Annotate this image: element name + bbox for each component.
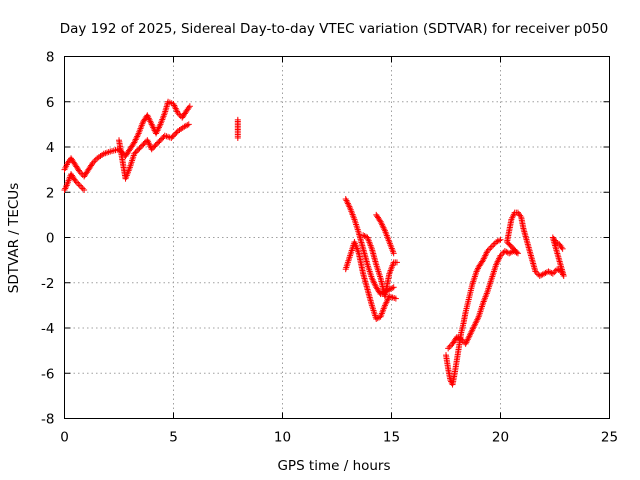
y-tick-label: -8 bbox=[41, 412, 54, 428]
x-axis-label: GPS time / hours bbox=[277, 458, 390, 474]
data-point bbox=[79, 185, 86, 192]
data-point bbox=[559, 245, 566, 252]
data-point bbox=[139, 142, 146, 149]
data-point bbox=[393, 259, 400, 266]
data-point bbox=[76, 182, 83, 189]
data-point bbox=[133, 148, 140, 155]
data-point bbox=[389, 285, 396, 292]
data-point bbox=[169, 133, 176, 140]
y-axis-label: SDTVAR / TECUs bbox=[6, 183, 22, 293]
data-point bbox=[184, 122, 191, 129]
data-point bbox=[159, 135, 166, 142]
data-point bbox=[532, 268, 539, 275]
y-tick-label: 2 bbox=[46, 185, 55, 201]
x-tick-label: 5 bbox=[169, 430, 178, 446]
data-point bbox=[548, 269, 555, 276]
data-point bbox=[490, 242, 497, 249]
data-point bbox=[137, 144, 144, 150]
data-point bbox=[170, 132, 177, 139]
data-point bbox=[148, 146, 155, 153]
x-axis-ticks: 0 5 10 15 20 25 bbox=[60, 56, 618, 446]
data-point bbox=[505, 240, 512, 247]
data-point bbox=[497, 236, 504, 243]
data-point bbox=[168, 134, 175, 141]
data-point bbox=[81, 186, 88, 193]
data-point bbox=[153, 140, 160, 147]
data-point bbox=[487, 245, 494, 252]
y-tick-label: -2 bbox=[41, 276, 54, 292]
y-tick-label: 0 bbox=[46, 231, 55, 247]
x-tick-label: 25 bbox=[601, 430, 618, 446]
data-point bbox=[131, 150, 138, 157]
y-tick-label: 6 bbox=[46, 95, 55, 111]
data-point bbox=[488, 243, 495, 250]
data-point bbox=[446, 343, 453, 350]
data-point bbox=[140, 141, 147, 148]
data-point bbox=[392, 295, 399, 302]
data-point bbox=[172, 130, 179, 137]
y-tick-label: -6 bbox=[41, 366, 54, 382]
data-point bbox=[185, 121, 192, 128]
data-point bbox=[234, 134, 241, 141]
data-point bbox=[155, 139, 162, 146]
data-point bbox=[136, 145, 143, 152]
y-tick-label: 4 bbox=[46, 140, 55, 156]
chart-title: Day 192 of 2025, Sidereal Day-to-day VTE… bbox=[60, 21, 609, 37]
y-axis-ticks: -8 -6 -4 -2 0 2 4 6 8 bbox=[41, 50, 610, 428]
data-point bbox=[150, 144, 157, 151]
data-point bbox=[92, 156, 99, 163]
data-point bbox=[78, 183, 85, 190]
data-point bbox=[496, 237, 503, 244]
data-point bbox=[152, 142, 159, 149]
x-tick-label: 10 bbox=[274, 430, 291, 446]
data-point bbox=[132, 149, 139, 156]
data-point bbox=[186, 103, 193, 110]
data-point bbox=[135, 146, 142, 153]
data-point bbox=[390, 250, 397, 257]
data-point bbox=[151, 143, 158, 150]
data-points bbox=[61, 98, 567, 388]
y-tick-label: -4 bbox=[41, 321, 54, 337]
data-point bbox=[390, 284, 397, 291]
data-point bbox=[156, 138, 163, 145]
data-point bbox=[75, 180, 82, 187]
grid-lines bbox=[64, 56, 610, 419]
x-tick-label: 20 bbox=[492, 430, 509, 446]
y-tick-label: 8 bbox=[46, 50, 55, 66]
data-point bbox=[157, 136, 164, 143]
x-tick-label: 15 bbox=[383, 430, 400, 446]
x-tick-label: 0 bbox=[60, 430, 69, 446]
data-point bbox=[445, 345, 452, 352]
